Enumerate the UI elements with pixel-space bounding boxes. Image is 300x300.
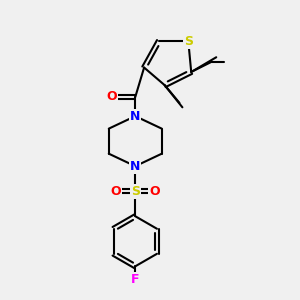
- Text: N: N: [130, 110, 140, 123]
- Text: O: O: [106, 91, 117, 103]
- Text: O: O: [149, 185, 160, 198]
- Text: F: F: [131, 273, 140, 286]
- Text: N: N: [130, 160, 140, 173]
- Text: O: O: [111, 185, 122, 198]
- Text: S: S: [131, 185, 140, 198]
- Text: S: S: [184, 34, 193, 48]
